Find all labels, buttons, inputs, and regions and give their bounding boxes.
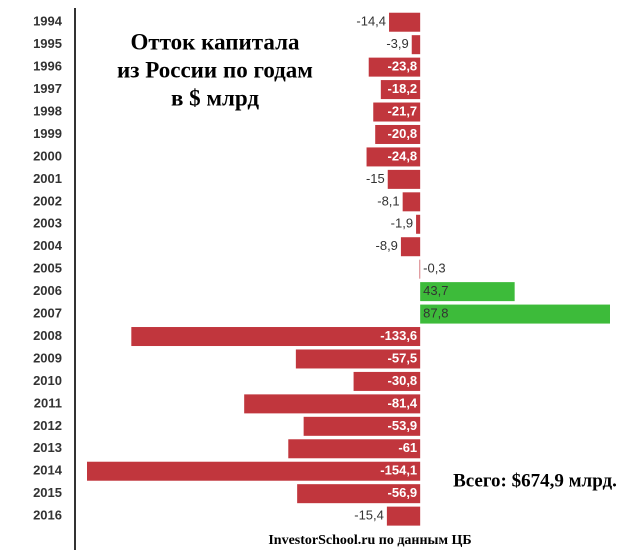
value-label: -57,5 (388, 350, 418, 365)
y-tick-label: 2006 (33, 283, 62, 298)
y-tick-label: 2008 (33, 328, 62, 343)
value-label: -8,9 (376, 238, 398, 253)
bar (400, 237, 421, 257)
value-label: -61 (398, 440, 417, 455)
value-label: -133,6 (380, 328, 417, 343)
value-label: -23,8 (388, 59, 418, 74)
bar (387, 169, 421, 189)
chart-title: из России по годам (117, 57, 313, 82)
value-label: -20,8 (388, 126, 418, 141)
bar (297, 484, 421, 504)
y-tick-label: 1998 (33, 103, 62, 118)
y-tick-label: 2000 (33, 148, 62, 163)
value-label: 87,8 (423, 306, 448, 321)
value-label: -3,9 (386, 36, 408, 51)
value-label: -154,1 (380, 463, 417, 478)
value-label: -53,9 (388, 418, 418, 433)
bar (131, 327, 421, 347)
bar (416, 214, 421, 234)
y-tick-label: 2016 (33, 508, 62, 523)
y-tick-label: 2011 (34, 395, 62, 410)
value-label: -15,4 (354, 508, 384, 523)
chart-title: в $ млрд (171, 85, 259, 110)
bar (295, 349, 421, 369)
value-label: -14,4 (356, 14, 386, 29)
bar (373, 102, 421, 122)
bar (375, 124, 421, 144)
bar (244, 394, 421, 414)
value-label: -21,7 (388, 103, 418, 118)
y-tick-label: 2015 (33, 485, 62, 500)
y-tick-label: 2010 (33, 373, 62, 388)
bar (420, 304, 610, 324)
value-label: -18,2 (388, 81, 418, 96)
y-tick-label: 2012 (33, 418, 62, 433)
y-tick-label: 2005 (33, 261, 62, 276)
bar (380, 80, 421, 100)
y-tick-label: 2009 (33, 350, 62, 365)
value-label: -0,3 (423, 261, 445, 276)
value-label: -8,1 (377, 193, 399, 208)
chart-title: Отток капитала (131, 29, 300, 54)
y-tick-label: 2013 (33, 440, 62, 455)
y-tick-label: 2014 (33, 463, 63, 478)
y-tick-label: 1996 (33, 59, 62, 74)
y-tick-label: 2004 (33, 238, 63, 253)
y-tick-label: 2007 (33, 306, 62, 321)
value-label: -1,9 (391, 216, 413, 231)
source: InvestorSchool.ru по данным ЦБ (268, 533, 471, 548)
bar (353, 371, 421, 391)
y-tick-label: 2003 (33, 216, 62, 231)
annotation: Всего: $674,9 млрд. (453, 470, 617, 491)
y-tick-label: 1997 (33, 81, 62, 96)
y-tick-label: 2002 (33, 193, 62, 208)
bar (386, 506, 421, 526)
bar (389, 12, 421, 32)
y-tick-label: 1999 (33, 126, 62, 141)
bar (368, 57, 421, 77)
bar (419, 259, 421, 279)
value-label: -15 (366, 171, 385, 186)
value-label: 43,7 (423, 283, 448, 298)
value-label: -56,9 (388, 485, 418, 500)
bar (411, 35, 421, 55)
bar (303, 416, 421, 436)
bar (288, 439, 421, 459)
y-tick-label: 1995 (33, 36, 62, 51)
y-tick-label: 2001 (33, 171, 62, 186)
value-label: -81,4 (388, 395, 418, 410)
value-label: -30,8 (388, 373, 418, 388)
value-label: -24,8 (388, 148, 418, 163)
bar (87, 461, 421, 481)
bar (420, 282, 515, 302)
bar (366, 147, 421, 167)
y-tick-label: 1994 (33, 14, 63, 29)
bar (402, 192, 421, 212)
